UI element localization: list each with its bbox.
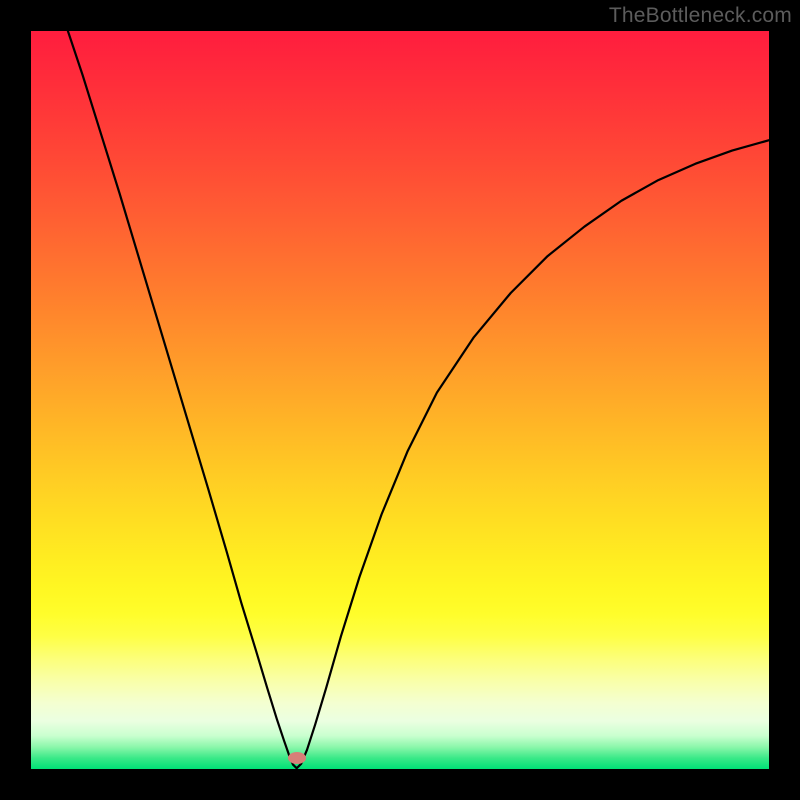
plot-area — [31, 31, 769, 769]
source-watermark: TheBottleneck.com — [609, 4, 792, 28]
optimum-marker — [288, 752, 306, 764]
bottleneck-curve — [31, 31, 769, 769]
chart-frame: TheBottleneck.com — [0, 0, 800, 800]
